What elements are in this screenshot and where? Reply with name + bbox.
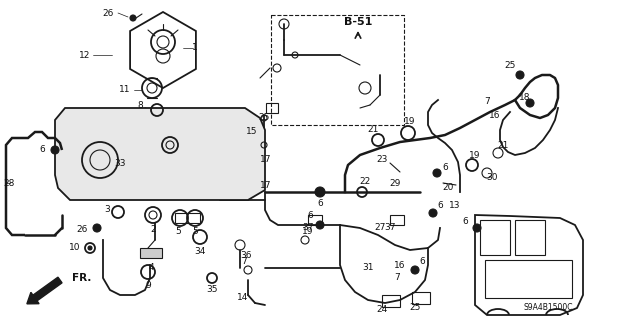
Text: 33: 33 (115, 159, 125, 167)
Text: 18: 18 (519, 93, 531, 102)
Text: 31: 31 (362, 263, 374, 271)
Text: 7: 7 (484, 98, 490, 107)
Text: 35: 35 (206, 286, 218, 294)
Text: 6: 6 (437, 201, 443, 210)
Text: 6: 6 (462, 218, 468, 226)
Text: 16: 16 (394, 261, 406, 270)
Text: 2: 2 (150, 226, 156, 234)
Text: 6: 6 (442, 164, 448, 173)
Circle shape (429, 209, 437, 217)
Text: 15: 15 (246, 128, 257, 137)
Circle shape (516, 71, 524, 79)
Text: S9A4B1500C: S9A4B1500C (524, 303, 573, 313)
Text: 28: 28 (3, 179, 14, 188)
Text: 22: 22 (360, 177, 371, 187)
Text: 13: 13 (449, 201, 461, 210)
Text: 19: 19 (302, 227, 314, 236)
Polygon shape (55, 108, 265, 200)
Circle shape (316, 221, 324, 229)
Text: 6: 6 (307, 211, 313, 219)
Polygon shape (140, 248, 162, 258)
Text: 21: 21 (367, 125, 379, 135)
Text: 4: 4 (148, 263, 154, 272)
Text: B-51: B-51 (344, 17, 372, 27)
Text: 27: 27 (374, 224, 386, 233)
Text: 17: 17 (260, 155, 271, 165)
Circle shape (526, 99, 534, 107)
Circle shape (93, 224, 101, 232)
Bar (308, 215, 322, 225)
Text: 36: 36 (240, 250, 252, 259)
Text: 3: 3 (104, 205, 110, 214)
Text: 1: 1 (192, 43, 198, 53)
Text: 6: 6 (39, 145, 45, 154)
Text: 37: 37 (302, 224, 314, 233)
Text: 14: 14 (237, 293, 249, 302)
Text: 5: 5 (175, 227, 181, 236)
Circle shape (473, 224, 481, 232)
Text: 25: 25 (504, 61, 516, 70)
Text: 9: 9 (145, 280, 151, 290)
Text: 16: 16 (489, 110, 500, 120)
Circle shape (411, 266, 419, 274)
Circle shape (433, 169, 441, 177)
Text: 24: 24 (376, 306, 388, 315)
Bar (412, 292, 430, 304)
Text: 19: 19 (469, 151, 481, 160)
Text: 6: 6 (419, 257, 425, 266)
Text: 7: 7 (241, 257, 247, 266)
Text: 11: 11 (119, 85, 131, 94)
Text: 25: 25 (259, 113, 269, 122)
Text: 34: 34 (195, 248, 205, 256)
Text: 23: 23 (376, 155, 388, 165)
Text: 21: 21 (497, 140, 509, 150)
Text: 26: 26 (76, 226, 88, 234)
Circle shape (51, 146, 59, 154)
Text: 17: 17 (260, 181, 271, 189)
Text: 12: 12 (79, 50, 91, 60)
Bar (271, 15, 404, 125)
Text: 7: 7 (394, 273, 400, 283)
Circle shape (315, 187, 325, 197)
Text: 26: 26 (102, 9, 114, 18)
Bar (175, 213, 200, 223)
FancyArrow shape (27, 277, 62, 304)
Text: 6: 6 (317, 198, 323, 207)
Text: 25: 25 (410, 302, 420, 311)
Text: 37: 37 (384, 224, 396, 233)
Text: 30: 30 (486, 174, 498, 182)
Bar (266, 103, 278, 113)
Text: FR.: FR. (72, 273, 92, 283)
Text: 19: 19 (404, 117, 416, 127)
Text: 5: 5 (192, 227, 198, 236)
Circle shape (130, 15, 136, 21)
Bar (382, 295, 400, 307)
Text: 10: 10 (69, 243, 81, 253)
Text: 20: 20 (442, 183, 454, 192)
Text: 8: 8 (137, 101, 143, 110)
Circle shape (88, 246, 92, 250)
Bar (390, 215, 404, 225)
Text: 29: 29 (389, 179, 401, 188)
